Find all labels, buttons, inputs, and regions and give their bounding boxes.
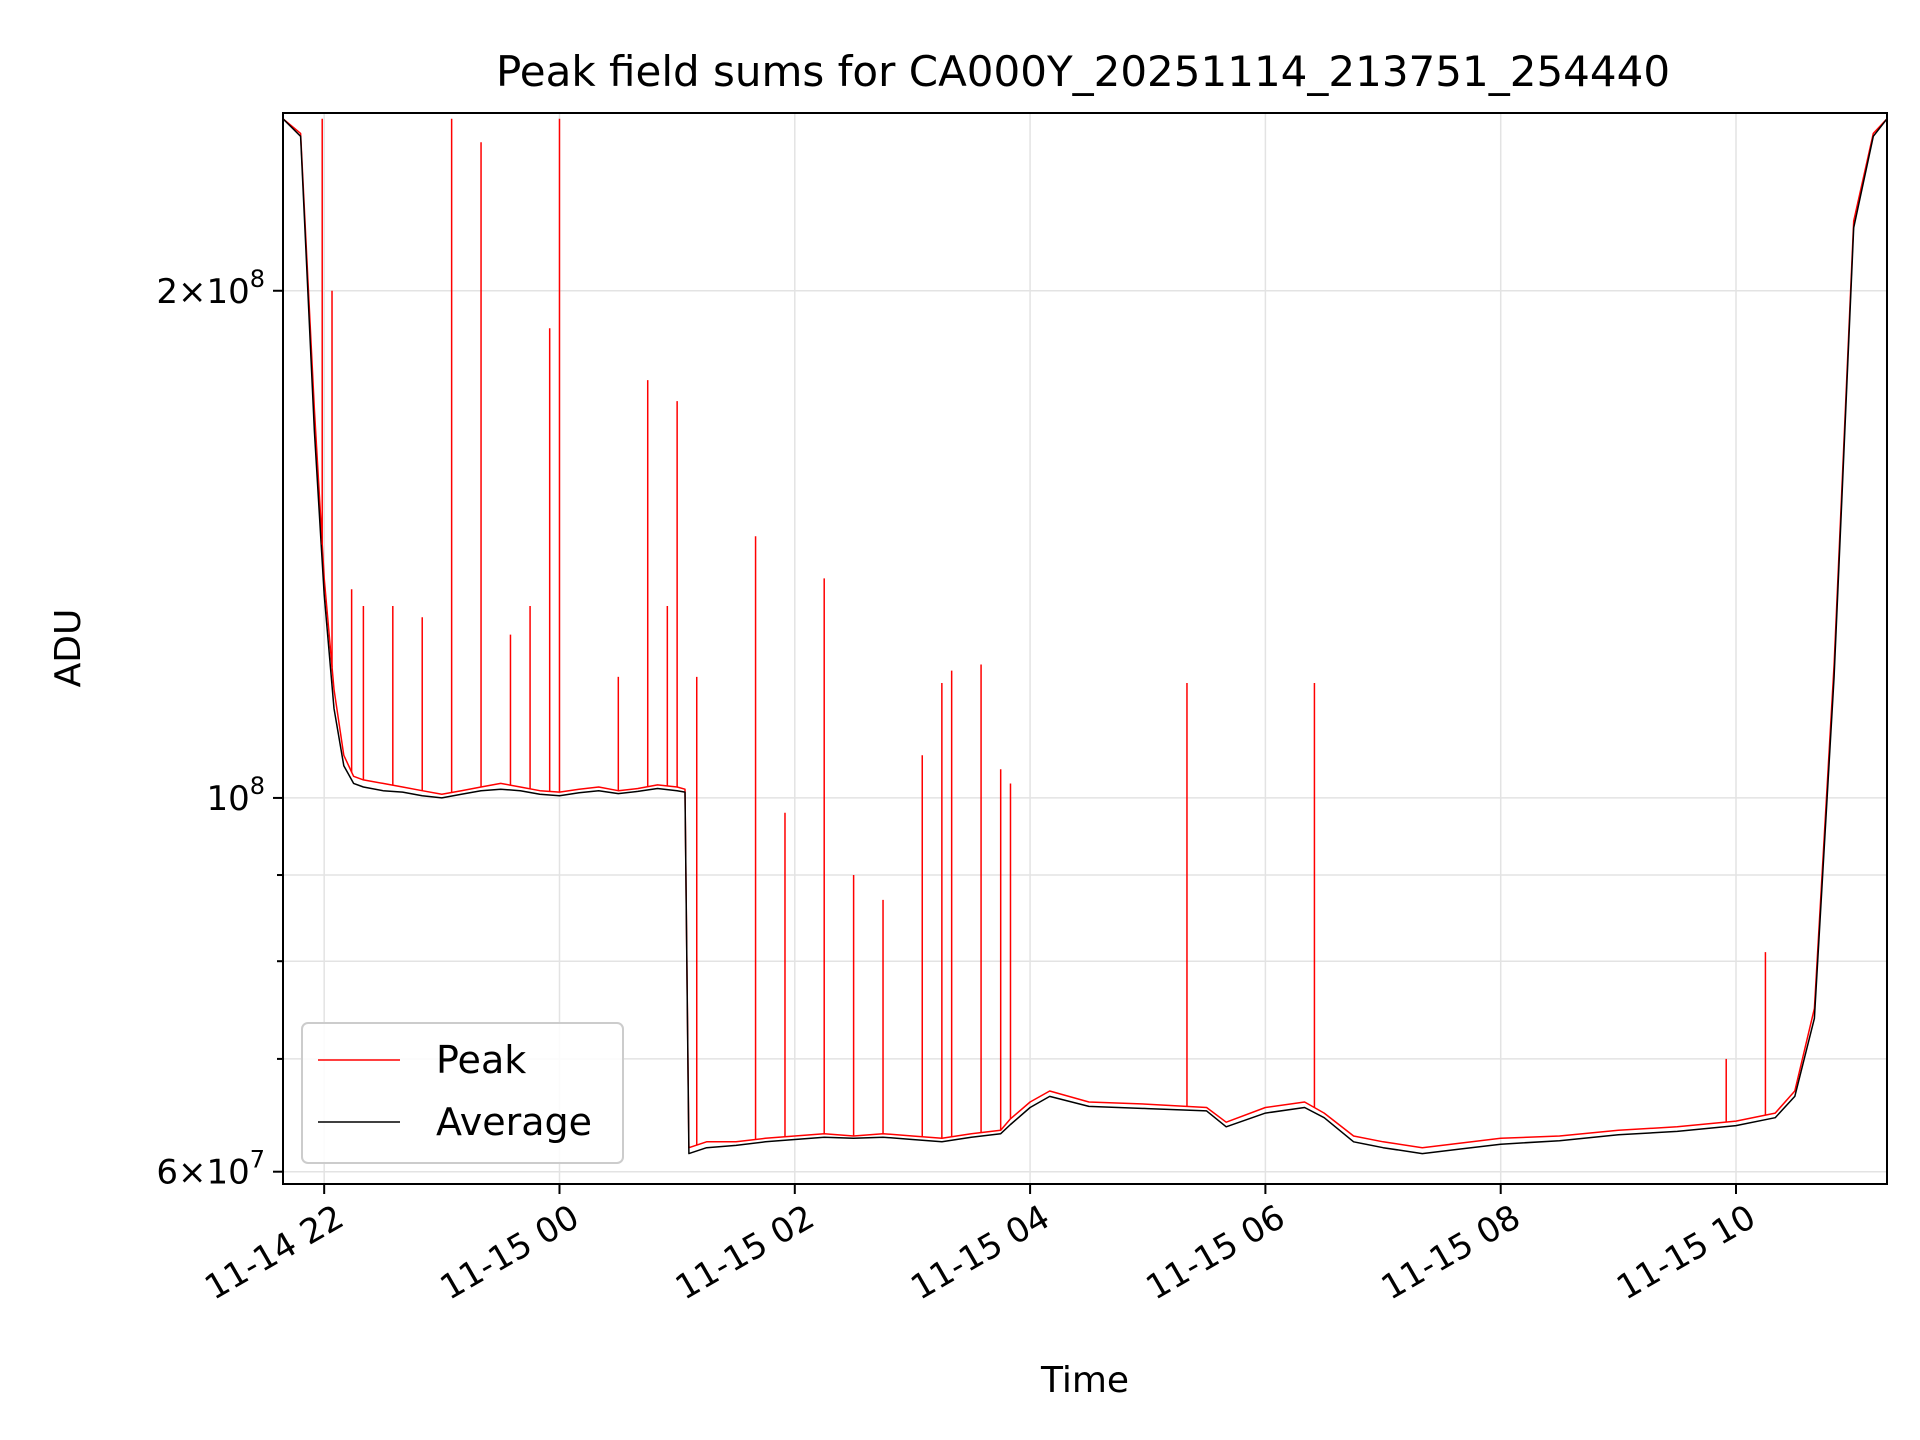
x-tick-label: 11-15 02: [669, 1197, 821, 1308]
y-tick-label: 108: [206, 772, 265, 819]
average-series-line: [282, 118, 1888, 1155]
y-axis-label: ADU: [48, 609, 89, 688]
legend-label-average: Average: [436, 1100, 592, 1144]
x-axis-label: Time: [1040, 1360, 1129, 1401]
x-tick-label: 11-15 06: [1140, 1197, 1292, 1308]
peak-series-line: [282, 118, 1888, 1149]
legend-box: [301, 1022, 624, 1164]
y-tick-label: 2×108: [156, 265, 265, 312]
chart-title: Peak field sums for CA000Y_20251114_2137…: [496, 47, 1670, 96]
y-tick-label: 6×107: [156, 1146, 265, 1193]
legend-label-peak: Peak: [436, 1038, 526, 1082]
plot-frame: [282, 112, 1888, 1185]
series-layer: [282, 118, 1888, 1155]
x-tick-label: 11-15 00: [434, 1197, 586, 1308]
x-tick-label: 11-15 10: [1610, 1197, 1762, 1308]
legend: Peak Average: [301, 1022, 624, 1164]
x-tick-label: 11-15 08: [1375, 1197, 1527, 1308]
x-tick-label: 11-15 04: [904, 1197, 1056, 1308]
x-tick-label: 11-14 22: [198, 1197, 350, 1308]
